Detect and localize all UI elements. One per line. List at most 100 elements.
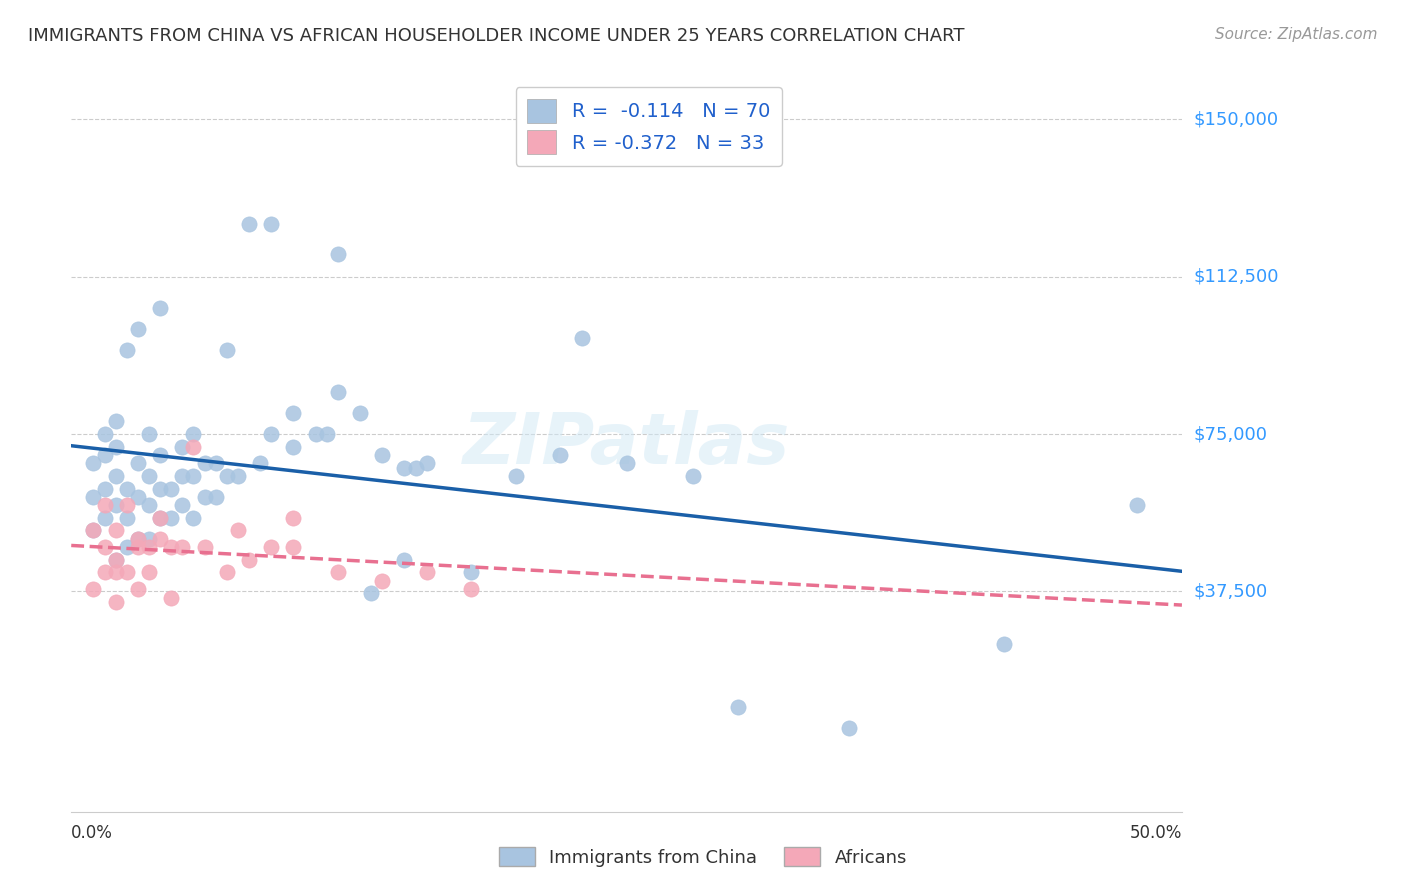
Text: $75,000: $75,000 (1194, 425, 1267, 443)
Point (160, 541, 183, 555)
Point (104, 440, 127, 454)
Point (326, 385, 349, 400)
Point (349, 406, 371, 420)
Point (138, 427, 160, 442)
Point (283, 406, 305, 420)
Point (204, 456, 226, 470)
Text: $112,500: $112,500 (1194, 268, 1278, 285)
Point (93, 482, 115, 496)
Point (138, 541, 160, 555)
Point (104, 499, 127, 513)
Point (183, 511, 205, 525)
Point (138, 469, 160, 483)
Point (115, 541, 138, 555)
Point (149, 301, 172, 315)
Point (115, 343, 138, 357)
Point (115, 511, 138, 525)
Point (304, 427, 326, 442)
Point (127, 490, 149, 504)
Point (93, 499, 115, 513)
Point (115, 482, 138, 496)
Point (460, 566, 482, 580)
Point (115, 499, 138, 513)
Point (104, 524, 127, 538)
Point (260, 217, 283, 231)
Point (127, 322, 149, 336)
Point (226, 469, 249, 483)
Point (82, 524, 104, 538)
Point (127, 541, 149, 555)
Point (215, 566, 238, 580)
Point (172, 541, 194, 555)
Point (326, 246, 349, 260)
Point (82, 524, 104, 538)
Point (104, 469, 127, 483)
Point (215, 343, 238, 357)
Point (371, 574, 394, 588)
Point (93, 566, 115, 580)
Point (93, 511, 115, 525)
Point (172, 440, 194, 454)
Point (548, 448, 571, 462)
Point (249, 456, 271, 470)
Point (460, 582, 482, 597)
Point (104, 595, 127, 609)
Point (260, 541, 283, 555)
Point (193, 541, 215, 555)
Point (193, 456, 215, 470)
Point (104, 566, 127, 580)
Point (183, 440, 205, 454)
Legend: Immigrants from China, Africans: Immigrants from China, Africans (492, 840, 914, 874)
Point (394, 553, 416, 567)
Point (138, 532, 160, 546)
Point (149, 511, 172, 525)
Legend: R =  -0.114   N = 70, R = -0.372   N = 33: R = -0.114 N = 70, R = -0.372 N = 33 (516, 87, 782, 166)
Point (138, 499, 160, 513)
Point (127, 532, 149, 546)
Point (326, 566, 349, 580)
Point (283, 541, 305, 555)
Point (571, 330, 593, 344)
Text: 0.0%: 0.0% (72, 824, 112, 842)
Point (127, 582, 149, 597)
Point (149, 448, 172, 462)
Point (160, 482, 183, 496)
Point (82, 456, 104, 470)
Point (149, 482, 172, 496)
Point (260, 427, 283, 442)
Point (193, 490, 215, 504)
Point (149, 532, 172, 546)
Point (360, 586, 382, 600)
Point (160, 591, 183, 605)
Point (238, 217, 260, 231)
Point (183, 427, 205, 442)
Point (138, 566, 160, 580)
Point (149, 511, 172, 525)
Text: IMMIGRANTS FROM CHINA VS AFRICAN HOUSEHOLDER INCOME UNDER 25 YEARS CORRELATION C: IMMIGRANTS FROM CHINA VS AFRICAN HOUSEHO… (28, 27, 965, 45)
Point (838, 721, 860, 735)
Point (172, 469, 194, 483)
Point (283, 511, 305, 525)
Point (315, 427, 337, 442)
Point (505, 469, 527, 483)
Point (93, 448, 115, 462)
Point (283, 440, 305, 454)
Point (226, 524, 249, 538)
Point (183, 469, 205, 483)
Point (394, 460, 416, 475)
Point (82, 490, 104, 504)
Point (238, 553, 260, 567)
Text: $37,500: $37,500 (1194, 582, 1267, 600)
Point (371, 448, 394, 462)
Point (104, 414, 127, 428)
Text: $150,000: $150,000 (1194, 111, 1278, 128)
Point (127, 532, 149, 546)
Point (993, 637, 1015, 651)
Point (415, 456, 437, 470)
Point (93, 427, 115, 442)
Text: 50.0%: 50.0% (1129, 824, 1182, 842)
Point (682, 469, 704, 483)
Point (104, 553, 127, 567)
Point (405, 460, 427, 475)
Point (616, 456, 638, 470)
